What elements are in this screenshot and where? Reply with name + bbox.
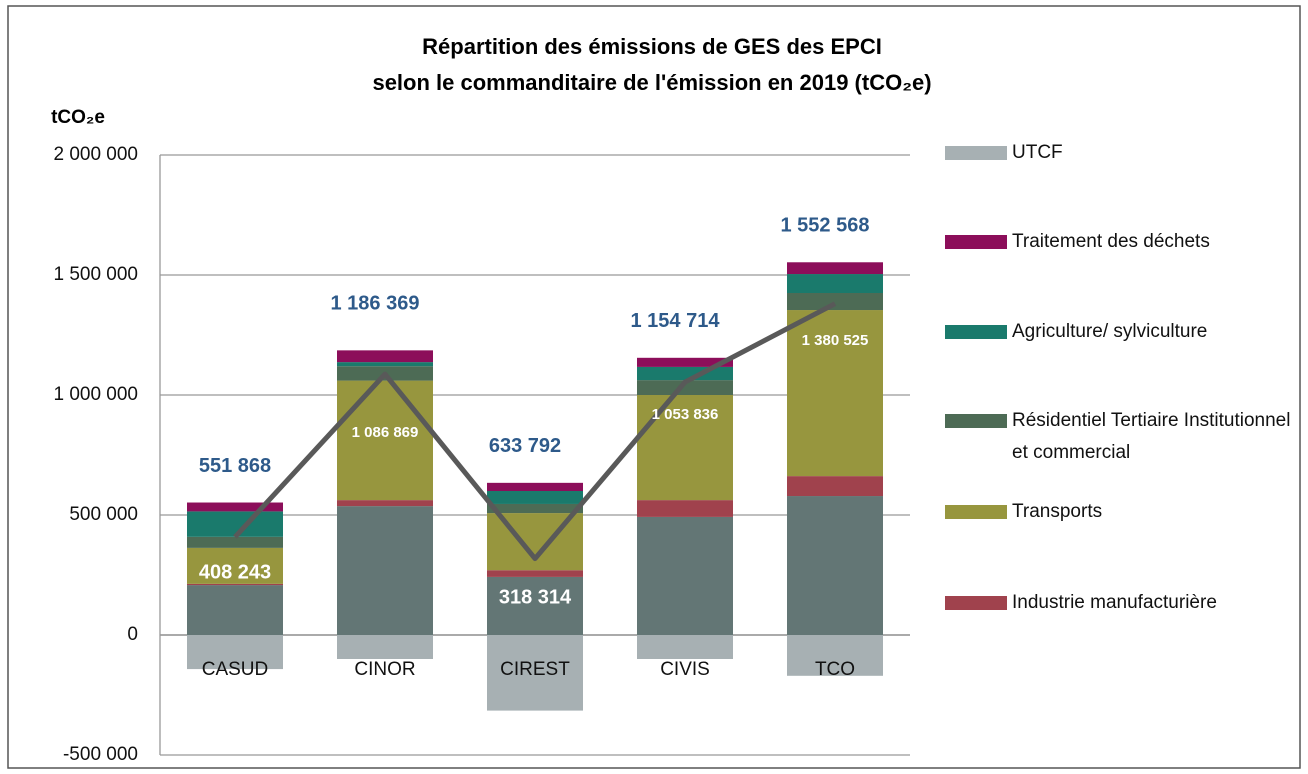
bar-segment (787, 262, 883, 275)
bar-segment (187, 635, 283, 670)
bar-segment (187, 583, 283, 586)
legend-label: Résidentiel Tertiaire Institutionnel et … (1012, 410, 1291, 463)
legend-swatch (945, 235, 1007, 249)
bar-segment (337, 506, 433, 635)
bar-segment (337, 380, 433, 501)
bar-segment (787, 496, 883, 635)
x-tick-label: CIVIS (660, 659, 710, 680)
bar-segment (487, 570, 583, 577)
legend-swatch (945, 505, 1007, 519)
x-tick-label: CASUD (202, 659, 269, 680)
y-tick-label: 0 (127, 624, 138, 645)
bar-segment (487, 503, 583, 514)
bar-segment (337, 500, 433, 507)
total-label: 1 154 714 (631, 310, 721, 332)
chart-title: Répartition des émissions de GES des EPC… (422, 34, 882, 59)
y-tick-label: 500 000 (69, 504, 138, 525)
bar-segment (787, 274, 883, 293)
bar-segment (637, 635, 733, 659)
bar-segment (637, 380, 733, 395)
bar-segment (487, 491, 583, 504)
legend-label: Transports (1012, 501, 1103, 522)
bar-segment (637, 357, 733, 367)
bar-segment (487, 482, 583, 491)
line-value-label: 1 086 869 (352, 424, 419, 441)
line-value-label: 1 053 836 (652, 406, 719, 423)
y-tick-label: 1 000 000 (53, 384, 138, 405)
y-tick-label: 1 500 000 (53, 264, 138, 285)
bar-segment (637, 366, 733, 381)
bar-segment (187, 585, 283, 635)
bar-segment (187, 511, 283, 537)
total-label: 1 552 568 (781, 215, 870, 237)
x-tick-label: TCO (815, 659, 855, 680)
bar-segment (337, 350, 433, 363)
bar-segment (637, 516, 733, 635)
line-value-label: 318 314 (499, 586, 572, 608)
line-series (233, 301, 837, 562)
bar-segment (637, 395, 733, 501)
y-tick-label: -500 000 (63, 744, 138, 765)
bar-segment (487, 576, 583, 635)
legend-label: UTCF (1012, 142, 1063, 163)
legend-swatch (945, 146, 1007, 160)
legend-swatch (945, 325, 1007, 339)
legend-label: Agriculture/ sylviculture (1012, 321, 1208, 342)
chart-border (7, 5, 1301, 769)
x-tick-label: CIREST (500, 659, 570, 680)
bar-segment (187, 547, 283, 584)
line-value-label: 1 380 525 (802, 332, 869, 349)
legend-label: Industrie manufacturière (1012, 592, 1217, 613)
bar-segment (337, 362, 433, 367)
legend-swatch (945, 414, 1007, 428)
bar-segment (337, 635, 433, 659)
bar-segment (637, 500, 733, 517)
x-tick-label: CINOR (354, 659, 415, 680)
bar-segment (187, 502, 283, 512)
y-tick-label: 2 000 000 (53, 144, 138, 165)
total-label: 633 792 (489, 435, 561, 457)
bar-segment (787, 635, 883, 676)
y-axis-label: tCO₂e (51, 107, 105, 128)
total-label: 551 868 (199, 455, 271, 477)
chart-title: selon le commanditaire de l'émission en … (372, 70, 931, 95)
legend-swatch (945, 596, 1007, 610)
bar-segment (187, 536, 283, 548)
total-label: 1 186 369 (331, 293, 420, 315)
legend-label: Traitement des déchets (1012, 231, 1210, 252)
line-value-label: 408 243 (199, 561, 271, 583)
bar-segment (787, 310, 883, 477)
bar-segment (487, 635, 583, 711)
bar-segment (787, 293, 883, 311)
bar-segment (787, 476, 883, 497)
